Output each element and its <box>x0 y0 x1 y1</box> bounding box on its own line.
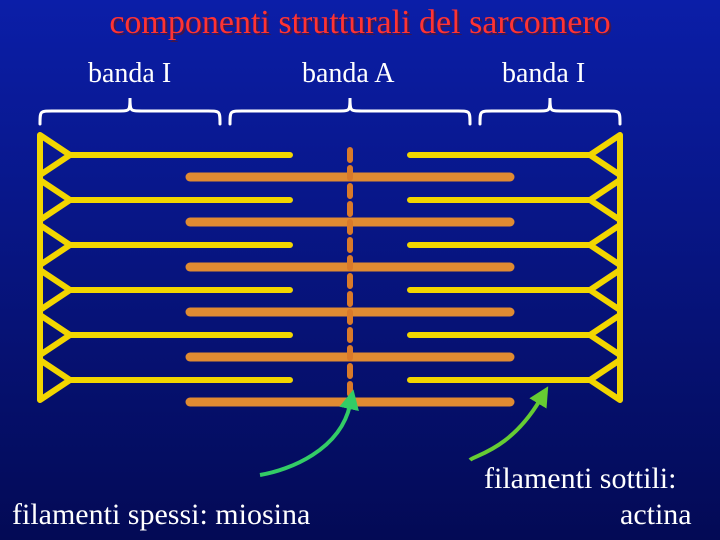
arrow-to-actin-label <box>470 400 540 460</box>
actin-filament-left <box>40 180 290 220</box>
bracket <box>480 98 620 124</box>
actin-filament-right <box>410 270 620 310</box>
actin-filament-right <box>410 225 620 265</box>
sarcomere-diagram: componenti strutturali del sarcomero ban… <box>0 0 720 540</box>
actin-filament-left <box>40 360 290 400</box>
diagram-title: componenti strutturali del sarcomero <box>0 4 720 42</box>
band-i-left-label: banda I <box>88 58 171 90</box>
arrow-to-myosin-label <box>260 405 350 475</box>
actin-filament-right <box>410 180 620 220</box>
actin-label-line2: actina <box>620 498 692 532</box>
actin-filament-left <box>40 225 290 265</box>
band-a-label: banda A <box>302 58 395 90</box>
actin-filament-right <box>410 315 620 355</box>
band-i-right-label: banda I <box>502 58 585 90</box>
actin-filament-right <box>410 360 620 400</box>
actin-filament-left <box>40 135 290 175</box>
actin-label-line1: filamenti sottili: <box>484 462 676 496</box>
actin-filament-left <box>40 270 290 310</box>
actin-filament-right <box>410 135 620 175</box>
actin-filament-left <box>40 315 290 355</box>
myosin-label: filamenti spessi: miosina <box>12 498 310 532</box>
bracket <box>230 98 470 124</box>
bracket <box>40 98 220 124</box>
